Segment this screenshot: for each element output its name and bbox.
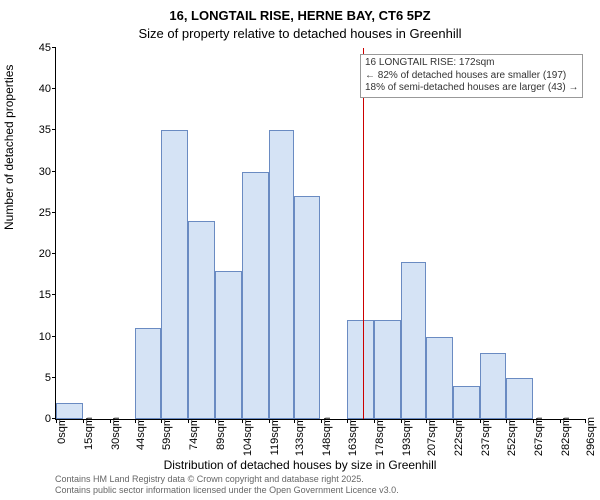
y-tick-mark <box>52 253 56 254</box>
x-tick-label: 148sqm <box>321 417 333 456</box>
histogram-bar <box>242 172 269 419</box>
x-tick-label: 178sqm <box>374 417 386 456</box>
histogram-bar <box>453 386 480 419</box>
chart-title-line1: 16, LONGTAIL RISE, HERNE BAY, CT6 5PZ <box>0 8 600 23</box>
y-tick-label: 45 <box>26 42 51 54</box>
callout-box: 16 LONGTAIL RISE: 172sqm← 82% of detache… <box>360 54 583 98</box>
y-tick-mark <box>52 88 56 89</box>
x-tick-label: 193sqm <box>401 417 413 456</box>
y-tick-label: 5 <box>26 372 51 384</box>
x-tick-label: 237sqm <box>480 417 492 456</box>
x-tick-label: 89sqm <box>215 417 227 450</box>
x-tick-label: 44sqm <box>135 417 147 450</box>
histogram-bar <box>161 130 188 419</box>
y-tick-label: 15 <box>26 289 51 301</box>
marker-line <box>363 48 364 419</box>
histogram-bar <box>506 378 533 419</box>
x-tick-label: 119sqm <box>269 417 281 455</box>
x-tick-label: 104sqm <box>242 417 254 456</box>
histogram-bar <box>401 262 426 419</box>
y-tick-label: 0 <box>26 413 51 425</box>
x-axis-label: Distribution of detached houses by size … <box>0 458 600 472</box>
plot-area: 0510152025303540450sqm15sqm30sqm44sqm59s… <box>55 48 585 420</box>
histogram-bar <box>294 196 321 419</box>
histogram-bar <box>347 320 374 419</box>
y-tick-mark <box>52 47 56 48</box>
y-tick-mark <box>52 212 56 213</box>
y-axis-label: Number of detached properties <box>2 65 16 230</box>
x-tick-label: 59sqm <box>161 417 173 450</box>
callout-line1: 16 LONGTAIL RISE: 172sqm <box>365 57 578 70</box>
histogram-bar <box>269 130 294 419</box>
callout-line2: ← 82% of detached houses are smaller (19… <box>365 70 578 83</box>
y-tick-label: 25 <box>26 207 51 219</box>
x-tick-label: 30sqm <box>110 417 122 450</box>
x-tick-label: 133sqm <box>294 417 306 456</box>
credits-line2: Contains public sector information licen… <box>55 485 399 496</box>
credits-line1: Contains HM Land Registry data © Crown c… <box>55 474 399 485</box>
x-tick-label: 296sqm <box>585 417 597 456</box>
credits: Contains HM Land Registry data © Crown c… <box>55 474 399 496</box>
x-tick-label: 207sqm <box>426 417 438 456</box>
histogram-bar <box>135 328 162 419</box>
x-tick-label: 0sqm <box>56 417 68 444</box>
y-tick-mark <box>52 171 56 172</box>
x-tick-label: 15sqm <box>83 417 95 450</box>
y-tick-mark <box>52 294 56 295</box>
histogram-bar <box>480 353 507 419</box>
x-tick-label: 222sqm <box>453 417 465 456</box>
x-tick-label: 163sqm <box>347 417 359 456</box>
y-tick-label: 10 <box>26 331 51 343</box>
y-tick-mark <box>52 336 56 337</box>
chart-container: 16, LONGTAIL RISE, HERNE BAY, CT6 5PZ Si… <box>0 0 600 500</box>
histogram-bar <box>426 337 453 419</box>
histogram-bar <box>215 271 242 419</box>
x-tick-label: 267sqm <box>533 417 545 456</box>
histogram-bar <box>374 320 401 419</box>
y-tick-mark <box>52 377 56 378</box>
chart-title-line2: Size of property relative to detached ho… <box>0 26 600 41</box>
y-tick-label: 35 <box>26 124 51 136</box>
x-tick-label: 252sqm <box>506 417 518 456</box>
callout-line3: 18% of semi-detached houses are larger (… <box>365 82 578 95</box>
x-tick-label: 282sqm <box>560 417 572 456</box>
x-tick-label: 74sqm <box>188 417 200 450</box>
y-tick-label: 40 <box>26 83 51 95</box>
y-tick-mark <box>52 129 56 130</box>
histogram-bar <box>56 403 83 419</box>
y-tick-label: 20 <box>26 248 51 260</box>
histogram-bar <box>188 221 215 419</box>
y-tick-label: 30 <box>26 166 51 178</box>
